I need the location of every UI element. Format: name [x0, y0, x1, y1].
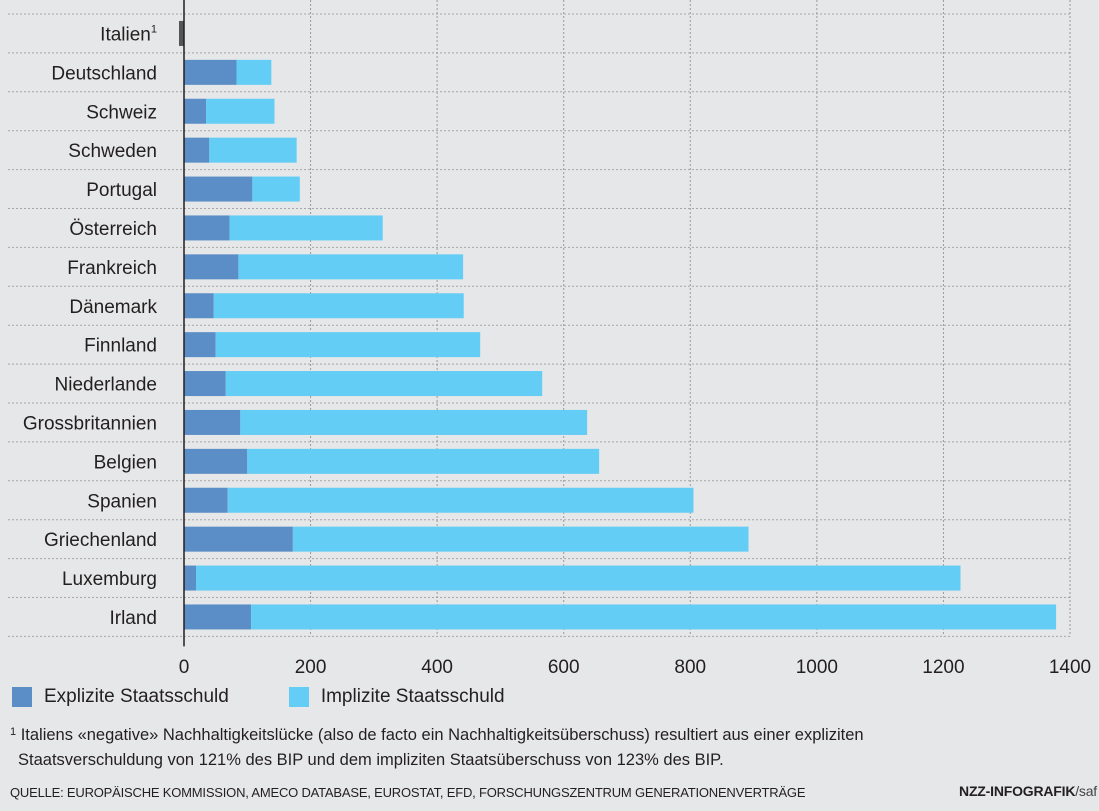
- footnote-text-1: Italiens «negative» Nachhaltigkeitslücke…: [16, 726, 864, 744]
- category-label: Italien1: [100, 23, 157, 45]
- bar-segment-implicit: [292, 526, 749, 552]
- bar-chart: Italien1 Deutschland Schweiz Schweden Portug…: [8, 0, 1091, 678]
- bar-segment-implicit: [225, 371, 543, 397]
- category-label: Portugal: [86, 180, 157, 201]
- bar-segment-explicit: [184, 604, 252, 630]
- bar-segment-explicit: [184, 59, 237, 85]
- bar-segment-explicit: [184, 176, 253, 202]
- chart-legend: Explizite Staatsschuld Implizite Staatss…: [12, 684, 565, 710]
- category-label: Schweden: [68, 141, 157, 162]
- x-tick-label: 800: [674, 657, 706, 678]
- category-label: Luxemburg: [62, 569, 157, 590]
- x-tick-label: 1200: [922, 657, 964, 678]
- bar-segment-explicit: [184, 254, 239, 280]
- footnote-marker: 1: [10, 726, 17, 738]
- bar-segment-explicit: [179, 20, 184, 46]
- x-tick-label: 200: [295, 657, 327, 678]
- x-tick-label: 0: [179, 657, 190, 678]
- bar-segment-explicit: [184, 487, 228, 513]
- category-label: Belgien: [94, 452, 157, 473]
- source-line: QUELLE: EUROPÄISCHE KOMMISSION, AMECO DA…: [10, 785, 806, 800]
- bar-segment-explicit: [184, 526, 293, 552]
- bar-segment-implicit: [215, 332, 481, 358]
- bar-segment-explicit: [184, 293, 214, 319]
- category-label: Frankreich: [67, 258, 157, 279]
- footnote-line-2: Staatsverschuldung von 121% des BIP und …: [10, 748, 1090, 773]
- legend-swatch-explicit: [12, 687, 32, 707]
- bar-segment-explicit: [184, 332, 216, 358]
- category-label: Niederlande: [55, 375, 157, 396]
- x-tick-label: 600: [548, 657, 580, 678]
- legend-swatch-implicit: [288, 687, 309, 707]
- bar-segment-explicit: [184, 371, 226, 397]
- bar-segment-implicit: [240, 409, 588, 435]
- chart-bars: [179, 20, 1057, 630]
- category-label: Deutschland: [51, 63, 157, 84]
- bar-segment-explicit: [184, 565, 197, 591]
- credit: NZZ-INFOGRAFIK/saf: [959, 783, 1097, 799]
- category-label: Finnland: [84, 336, 157, 357]
- bar-segment-explicit: [184, 409, 241, 435]
- bar-segment-implicit: [238, 254, 464, 280]
- category-label: Österreich: [69, 219, 157, 240]
- category-label: Dänemark: [69, 297, 157, 318]
- bar-segment-implicit: [196, 565, 961, 591]
- category-label: Irland: [109, 608, 157, 629]
- category-label: Schweiz: [86, 102, 157, 123]
- category-label-footnote-marker: 1: [151, 23, 157, 35]
- legend-item-implicit: Implizite Staatsschuld: [288, 686, 505, 708]
- bar-segment-implicit: [236, 59, 272, 85]
- x-axis-ticks: 0 200 400 600 800 1000 1200 1400: [179, 657, 1091, 678]
- category-label: Grossbritannien: [23, 413, 157, 434]
- bar-segment-implicit: [251, 604, 1057, 630]
- legend-label-explicit: Explizite Staatsschuld: [44, 686, 229, 707]
- bar-segment-implicit: [206, 98, 275, 124]
- bar-segment-implicit: [213, 293, 464, 319]
- x-tick-label: 1400: [1049, 657, 1091, 678]
- legend-item-explicit: Explizite Staatsschuld: [12, 686, 229, 708]
- category-label: Griechenland: [44, 530, 157, 551]
- bar-segment-implicit: [209, 137, 297, 163]
- credit-brand: NZZ-INFOGRAFIK: [959, 783, 1076, 799]
- category-labels: Italien1 Deutschland Schweiz Schweden Portug…: [23, 23, 158, 629]
- x-tick-label: 1000: [796, 657, 838, 678]
- bar-segment-implicit: [229, 215, 383, 241]
- x-tick-label: 400: [421, 657, 453, 678]
- bar-segment-explicit: [184, 98, 207, 124]
- bar-segment-implicit: [252, 176, 300, 202]
- bar-segment-explicit: [184, 137, 210, 163]
- footnote-text-2: Staatsverschuldung von 121% des BIP und …: [18, 751, 724, 769]
- bar-segment-explicit: [184, 215, 230, 241]
- bar-segment-implicit: [247, 448, 600, 474]
- credit-suffix: /saf: [1075, 783, 1097, 799]
- bar-segment-implicit: [227, 487, 694, 513]
- chart-grid: [8, 0, 1071, 637]
- footnote-line-1: 1 Italiens «negative» Nachhaltigkeitslüc…: [10, 720, 1090, 748]
- bar-segment-explicit: [184, 448, 248, 474]
- legend-label-implicit: Implizite Staatsschuld: [320, 686, 505, 707]
- footnote: 1 Italiens «negative» Nachhaltigkeitslüc…: [10, 720, 1090, 773]
- category-label: Spanien: [87, 491, 157, 512]
